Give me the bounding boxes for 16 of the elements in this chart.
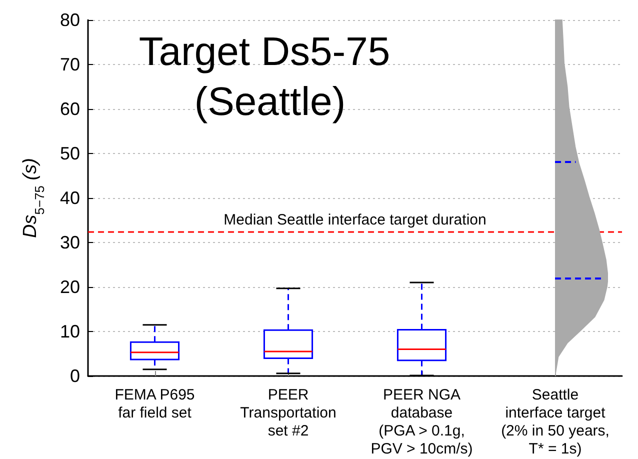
- y-tick-label: 0: [70, 366, 80, 386]
- text: Target Ds5-75 (Seattle): [138, 30, 402, 124]
- y-tick-label: 20: [60, 277, 80, 297]
- y-tick-label: 60: [60, 99, 80, 119]
- y-tick-label: 10: [60, 322, 80, 342]
- y-tick-label: 40: [60, 188, 80, 208]
- y-axis-title: Ds5−75 (s): [20, 158, 47, 238]
- y-tick-label: 50: [60, 144, 80, 164]
- x-tick-label: FEMA P695 far field set: [114, 386, 195, 422]
- y-tick-label: 80: [60, 10, 80, 30]
- y-tick-label: 70: [60, 54, 80, 74]
- ref-line-label: Median Seattle interface target duration: [224, 211, 486, 228]
- x-tick-label: Seattle interface target (2% in 50 years, T* = 1s): [501, 386, 610, 458]
- x-tick-label: PEER NGA database (PGA > 0.1g, PGV > 10cm/s): [370, 386, 473, 458]
- y-tick-label: 30: [60, 232, 80, 252]
- x-tick-label: PEER Transportation set #2: [240, 386, 336, 440]
